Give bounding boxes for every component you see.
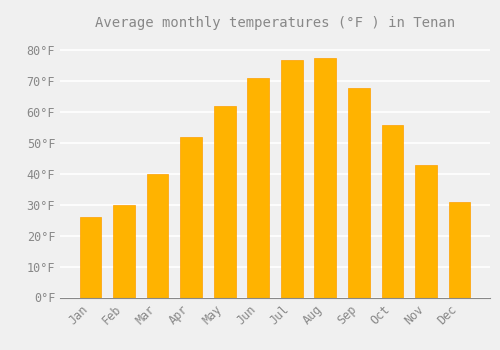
Bar [415,165,437,298]
Bar [214,106,236,298]
Bar [113,205,135,298]
Bar [382,125,404,298]
Title: Average monthly temperatures (°F ) in Tenan: Average monthly temperatures (°F ) in Te… [95,16,455,30]
Bar [248,78,269,298]
Bar [80,217,102,298]
Bar [448,202,470,298]
Bar [281,60,302,298]
Bar [180,137,202,298]
Bar [348,88,370,298]
Bar [146,174,169,298]
Bar [314,58,336,298]
